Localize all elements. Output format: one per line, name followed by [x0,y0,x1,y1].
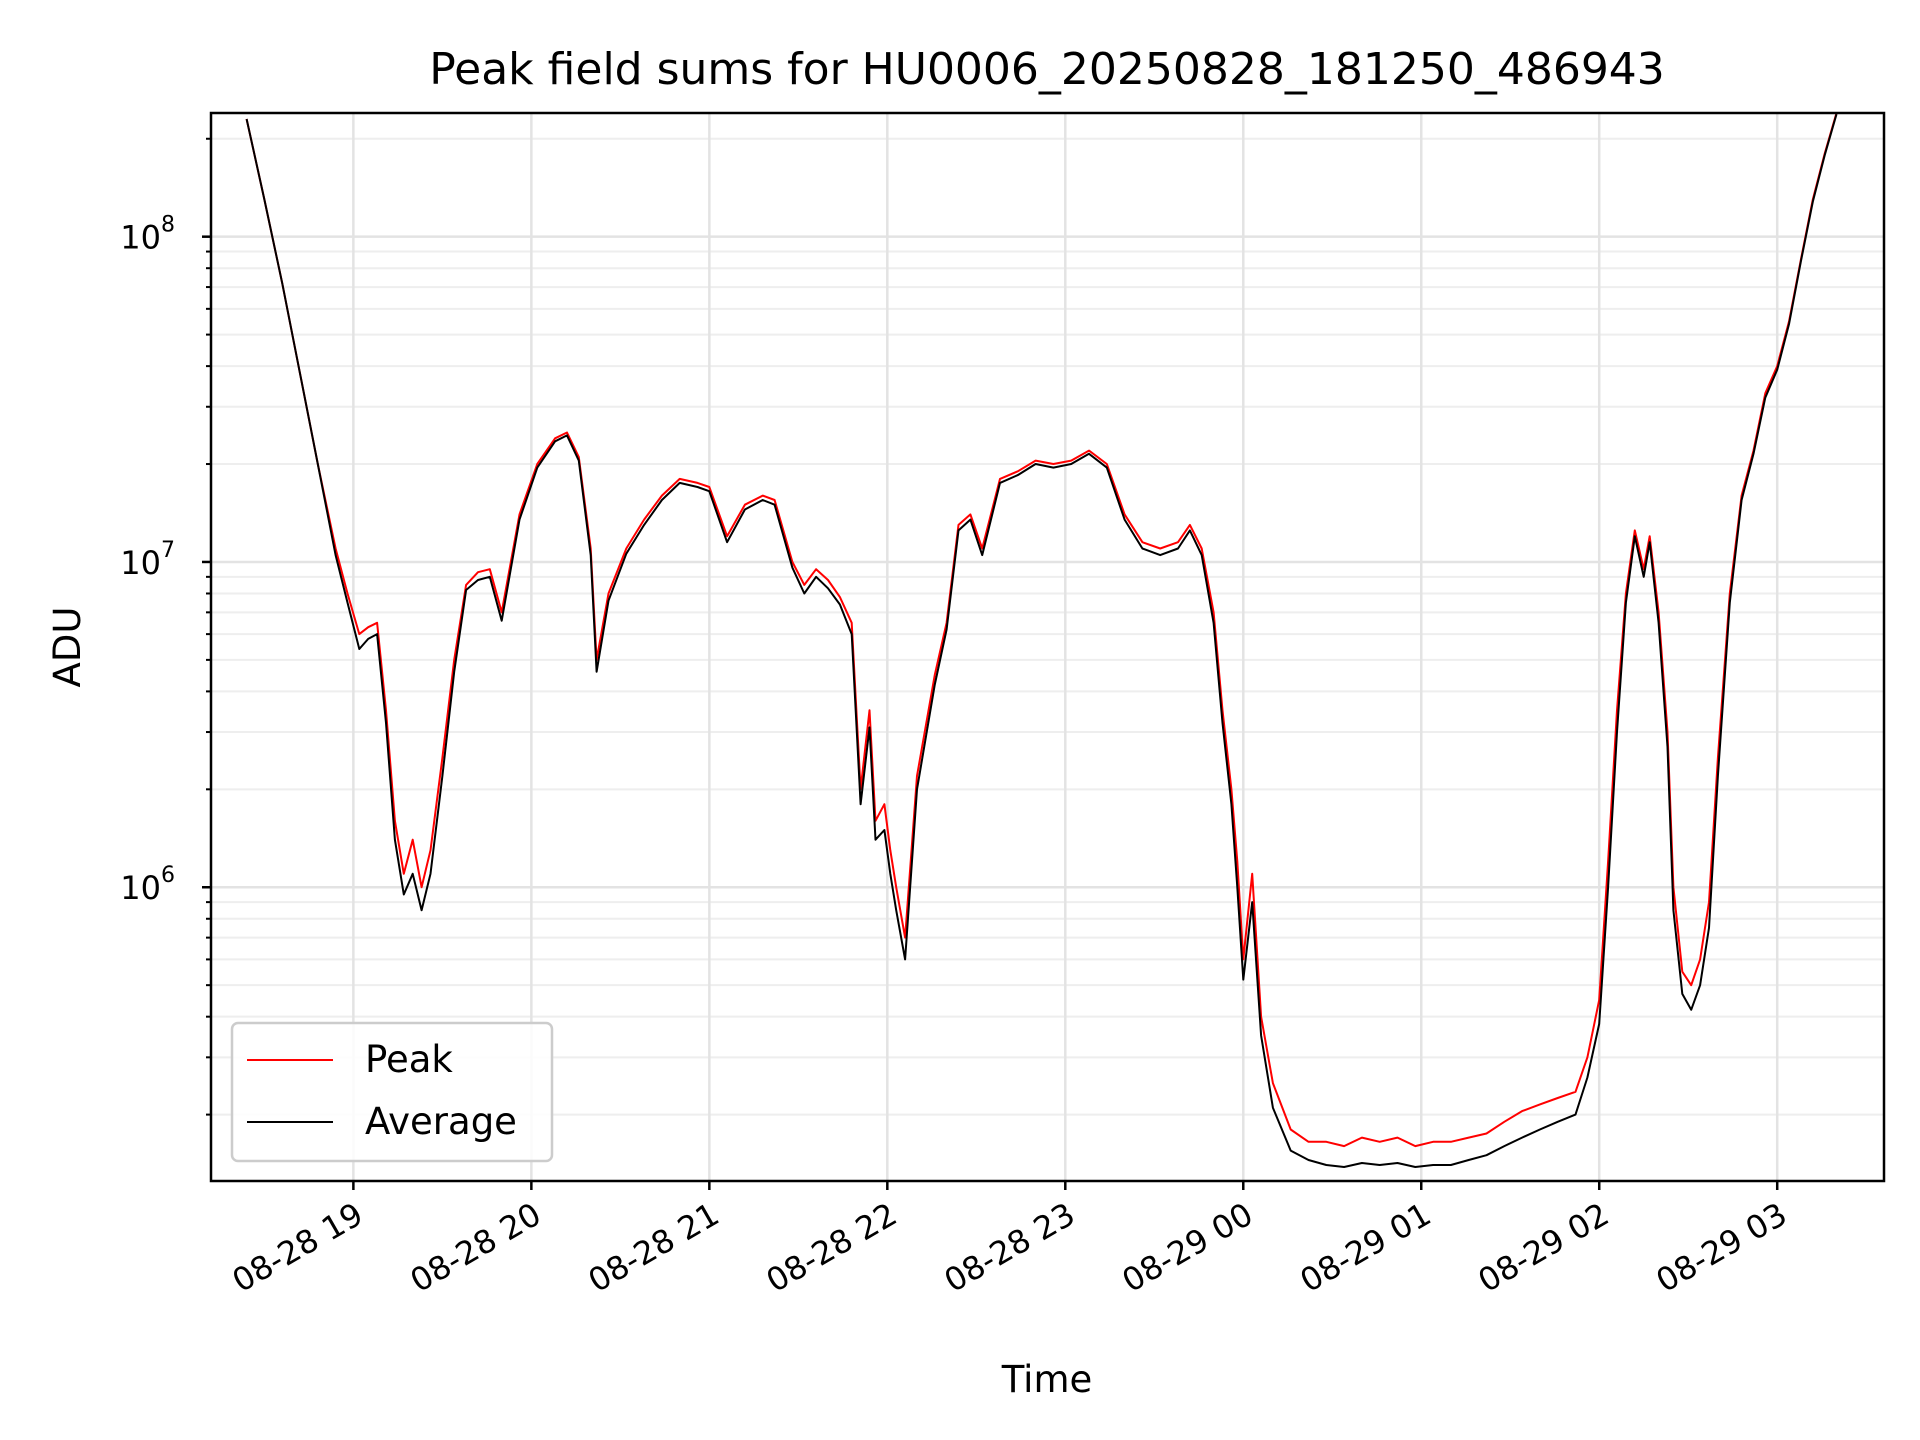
legend: Peak Average [230,1021,554,1163]
series-layer [245,113,1838,1168]
y-tick-label: 108 [120,213,175,257]
x-axis-label: Time [1001,1358,1093,1401]
legend-label-peak: Peak [365,1038,453,1081]
chart-title: Peak field sums for HU0006_20250828_1812… [429,44,1665,95]
legend-box [230,1021,554,1163]
plot-frame [209,111,1886,1183]
series-line-average [245,113,1838,1168]
y-tick-exponent: 6 [161,863,175,888]
legend-label-average: Average [365,1100,517,1143]
y-tick-exponent: 8 [161,213,175,238]
y-tick-exponent: 7 [161,538,175,563]
y-tick-label: 106 [120,863,175,907]
grid-layer [211,113,1884,1181]
y-axis-label: ADU [46,607,89,688]
